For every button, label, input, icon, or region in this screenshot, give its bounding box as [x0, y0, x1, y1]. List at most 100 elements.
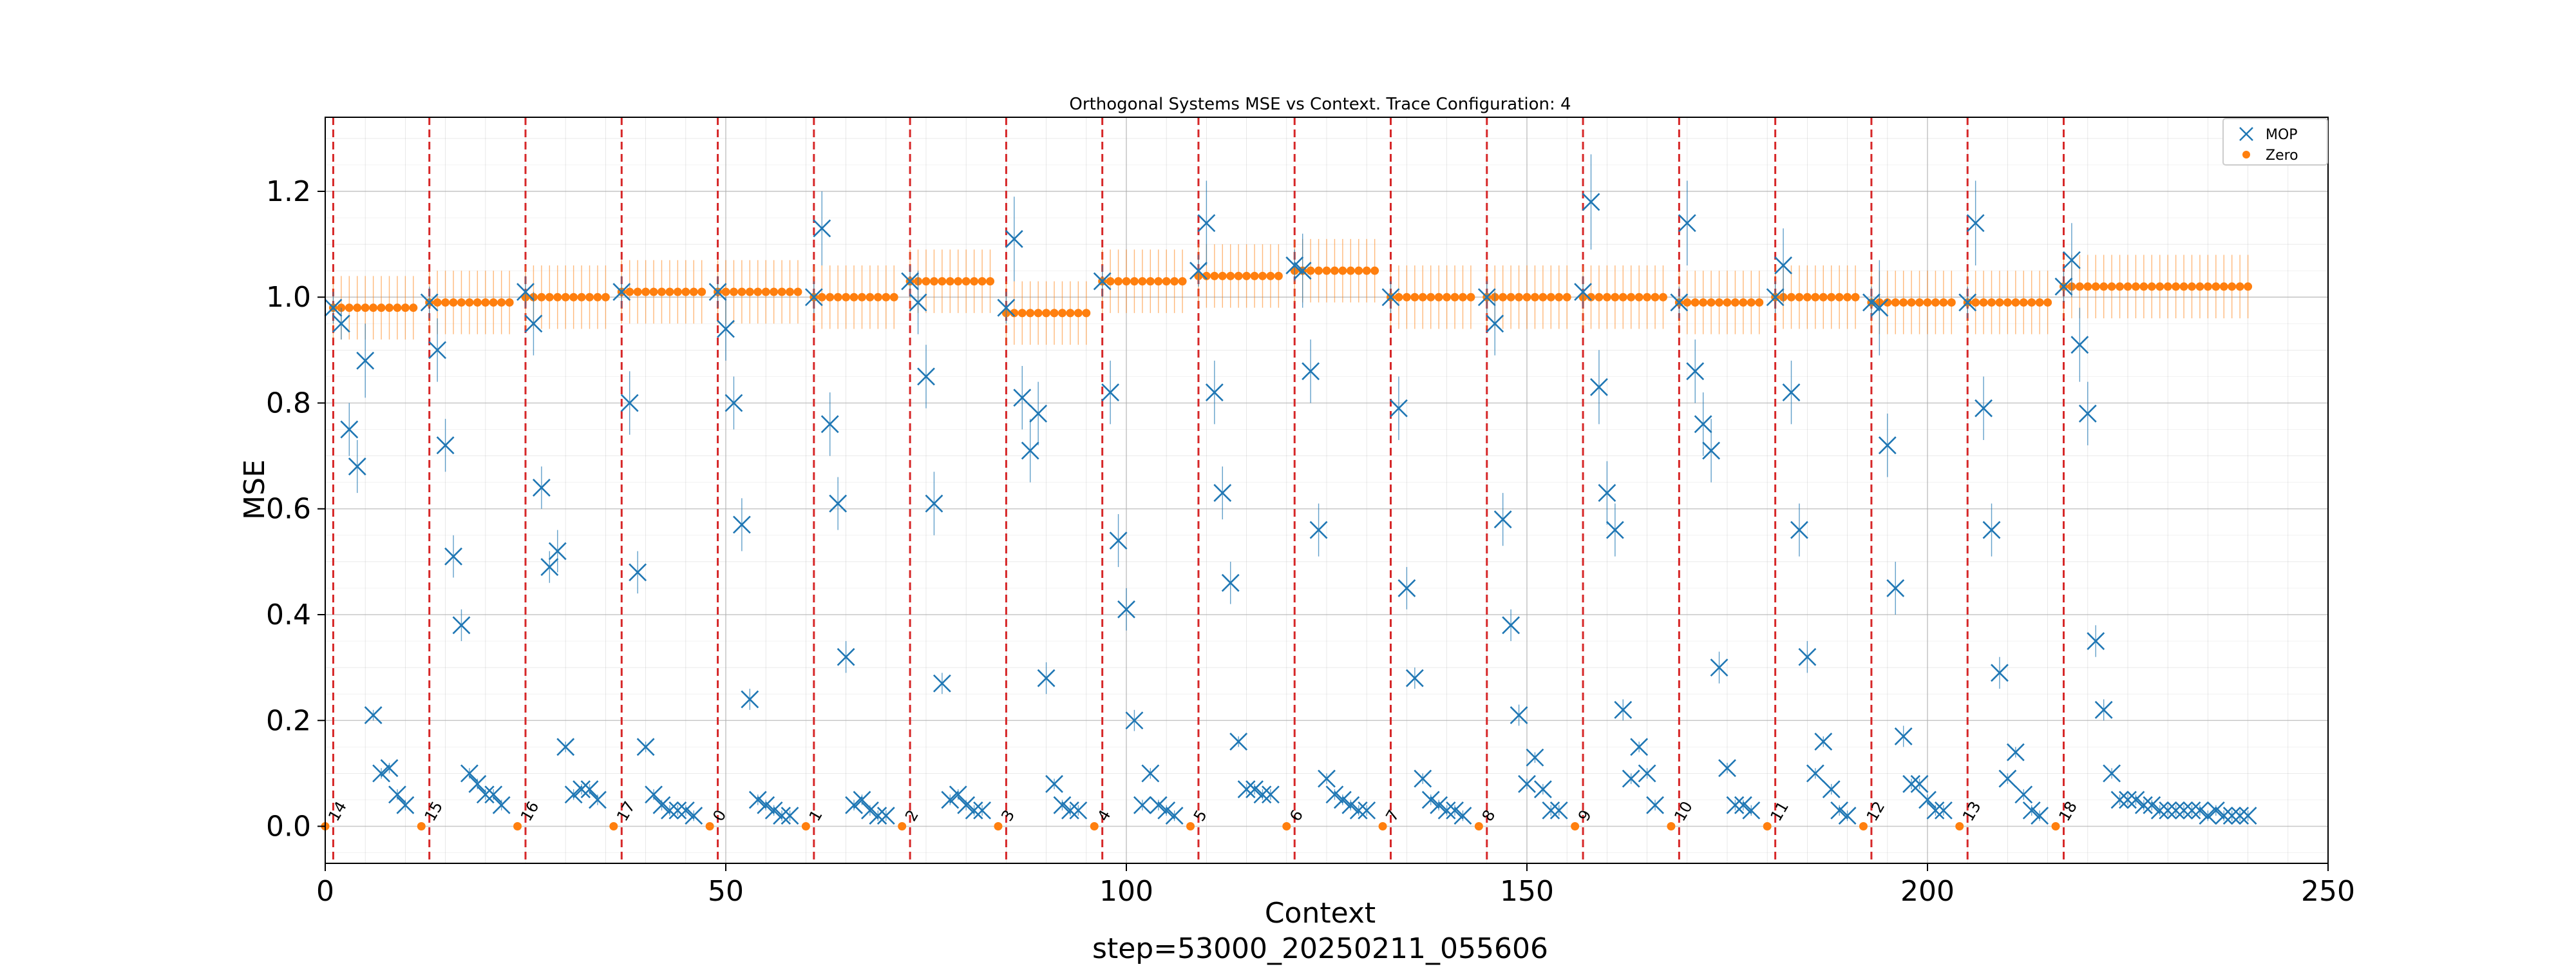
mop-point [444, 547, 462, 566]
zero-point [601, 293, 610, 302]
mop-point [524, 314, 543, 333]
mop-point [1902, 774, 1921, 793]
zero-point [842, 293, 851, 302]
mop-point [1686, 362, 1705, 381]
zero-point [1410, 293, 1419, 302]
mop-point-stroke [1381, 288, 1400, 307]
mop-point [612, 283, 631, 301]
zero-point [922, 277, 931, 286]
mop-point-stroke [2239, 807, 2257, 825]
zero-point [561, 293, 570, 302]
mop-point [1918, 791, 1937, 809]
mop-point-stroke [580, 780, 599, 798]
mop-point [732, 515, 751, 534]
mop-point-stroke [444, 547, 462, 566]
mop-point [1437, 801, 1456, 820]
mop-point [813, 219, 831, 238]
zero-point [1443, 293, 1452, 302]
mop-point [1262, 785, 1280, 804]
mop-series [324, 154, 2257, 825]
mop-point-stroke [556, 738, 575, 756]
zero-point [889, 293, 898, 302]
mop-point-stroke [933, 674, 951, 693]
mop-point [1446, 801, 1464, 820]
zero-point [1378, 822, 1387, 831]
mop-point [829, 494, 848, 513]
y-tick-label: 1.2 [266, 175, 311, 208]
zero-point [457, 298, 466, 307]
mop-point-stroke [652, 796, 671, 814]
mop-point [1806, 764, 1824, 783]
mop-point [2143, 796, 2161, 814]
mop-point [1141, 764, 1160, 783]
zero-point [777, 287, 786, 296]
y-tick-label: 0.2 [266, 704, 311, 737]
mop-point [1318, 769, 1336, 788]
zero-point [1730, 298, 1739, 307]
mop-point-stroke [436, 436, 455, 455]
mop-point [997, 298, 1016, 317]
mop-point-stroke [1029, 404, 1048, 423]
mop-point-stroke [1814, 733, 1833, 751]
zero-point [1562, 293, 1571, 302]
mop-point [1029, 404, 1048, 423]
mop-point [1149, 796, 1168, 814]
mop-point [1117, 600, 1135, 619]
mop-point-stroke [460, 764, 478, 783]
zero-point [1146, 277, 1155, 286]
mop-point-stroke [1982, 521, 2001, 539]
mop-point-stroke [573, 780, 591, 798]
mop-point [1245, 780, 1264, 798]
zero-point [801, 822, 810, 831]
mop-point-stroke [1253, 785, 1272, 804]
mop-point-stroke [1822, 780, 1841, 798]
mop-point-stroke [1061, 801, 1079, 820]
mop-point-stroke [356, 351, 375, 370]
mop-point [2199, 807, 2217, 825]
mop-point [1502, 616, 1520, 635]
zero-point [1715, 298, 1724, 307]
x-tick-label: 200 [1900, 875, 1955, 908]
mop-point [1133, 796, 1151, 814]
zero-point [2107, 282, 2116, 291]
zero-point [753, 287, 762, 296]
zero-point [1883, 298, 1892, 307]
mop-point [1590, 378, 1608, 396]
mop-point-stroke [2143, 796, 2161, 814]
mop-point-stroke [1991, 664, 2009, 682]
mop-point [460, 764, 478, 783]
mop-point [516, 283, 535, 301]
mop-point [1061, 801, 1079, 820]
mop-point-stroke [1766, 288, 1785, 307]
mop-point-stroke [1454, 807, 1472, 825]
zero-point [1546, 293, 1555, 302]
mop-point [1381, 288, 1400, 307]
mop-point-stroke [2070, 336, 2089, 354]
mop-point [2215, 807, 2233, 825]
mop-point-stroke [1325, 785, 1344, 804]
zero-point [1178, 277, 1187, 286]
mop-point [1774, 256, 1792, 274]
zero-point [2131, 282, 2140, 291]
zero-point [385, 303, 394, 312]
zero-point [1450, 293, 1459, 302]
zero-point [961, 277, 971, 286]
mop-point-stroke [452, 616, 471, 635]
mop-point [1822, 780, 1841, 798]
mop-point-stroke [1205, 383, 1224, 401]
zero-point [1587, 293, 1596, 302]
mop-point-stroke [732, 515, 751, 534]
mop-point-stroke [1533, 780, 1552, 798]
mop-point-stroke [564, 785, 583, 804]
zero-point [2116, 282, 2125, 291]
mop-point [1325, 785, 1344, 804]
zero-point [1819, 293, 1828, 302]
mop-point [476, 785, 495, 804]
zero-point [1811, 293, 1820, 302]
mop-point-stroke [2199, 807, 2217, 825]
mop-point-stroke [1013, 389, 1032, 407]
mop-point-stroke [1341, 796, 1360, 814]
mop-point [452, 616, 471, 635]
mop-point [2078, 404, 2097, 423]
mop-point-stroke [364, 706, 383, 724]
